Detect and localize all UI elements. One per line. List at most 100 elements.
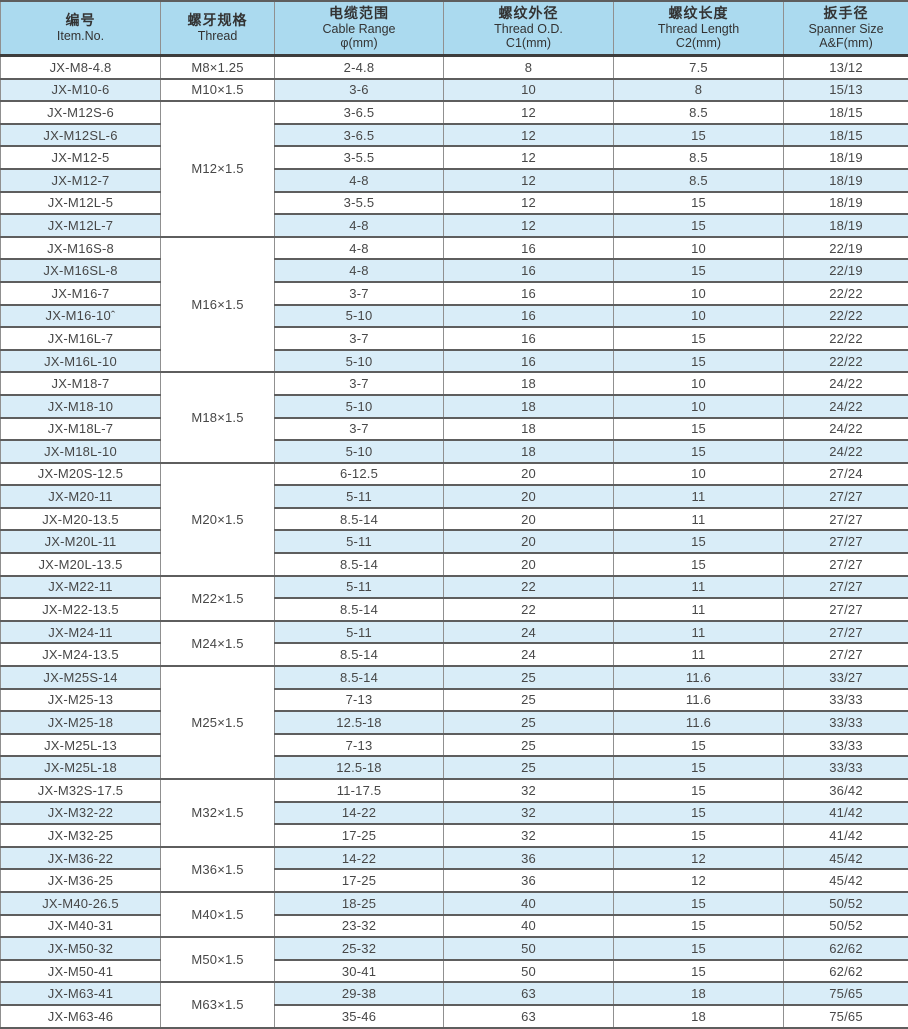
- table-row: JX-M25L-13 7-13 25 15 33/33: [0, 732, 908, 758]
- spanner-size-cell: 62/62: [783, 936, 908, 961]
- col-header-thread-length-sub: C2(mm): [675, 36, 722, 51]
- cable-range-cell: 12.5-18: [274, 710, 444, 735]
- thread-length-cell: 10: [613, 461, 784, 487]
- table-row: JX-M12-7 4-8 12 8.5 18/19: [0, 167, 908, 193]
- thread-length-cell: 15: [613, 439, 784, 464]
- table-row: JX-M25-13 7-13 25 11.6 33/33: [0, 687, 908, 713]
- item-no-cell: JX-M25-13: [0, 687, 161, 713]
- item-no-cell: JX-M25S-14: [0, 665, 161, 690]
- item-no-cell: JX-M32S-17.5: [0, 778, 161, 803]
- col-header-spanner-size-sub: A&F(mm): [819, 36, 873, 51]
- cable-range-cell: 5-11: [274, 529, 444, 555]
- item-no-cell: JX-M12L-5: [0, 190, 161, 216]
- thread-od-cell: 10: [443, 77, 614, 103]
- thread-length-cell: 15: [613, 122, 784, 148]
- col-header-cable-range-zh: 电缆范围: [329, 4, 389, 21]
- col-header-thread-od: 螺纹外径 Thread O.D. C1(mm): [443, 0, 614, 57]
- thread-length-cell: 11.6: [613, 687, 784, 713]
- item-no-cell: JX-M12-5: [0, 145, 161, 170]
- thread-length-cell: 11: [613, 642, 784, 668]
- thread-length-cell: 15: [613, 213, 784, 238]
- col-header-cable-range: 电缆范围 Cable Range φ(mm): [274, 0, 444, 57]
- cable-range-cell: 3-7: [274, 326, 444, 351]
- thread-length-cell: 8.5: [613, 167, 784, 193]
- thread-od-cell: 20: [443, 529, 614, 555]
- thread-od-cell: 32: [443, 778, 614, 803]
- thread-od-cell: 22: [443, 574, 614, 600]
- thread-od-cell: 18: [443, 416, 614, 442]
- item-no-cell: JX-M32-22: [0, 800, 161, 826]
- table-row: JX-M16S-8 M16×1.5 4-8 16 10 22/19: [0, 235, 908, 374]
- spanner-size-cell: 27/27: [783, 552, 908, 577]
- table-row: JX-M16-10ˆ 5-10 16 10 22/22: [0, 303, 908, 329]
- item-no-cell: JX-M24-13.5: [0, 642, 161, 668]
- item-no-cell: JX-M18-10: [0, 393, 161, 419]
- thread-od-cell: 16: [443, 303, 614, 329]
- spanner-size-cell: 33/27: [783, 665, 908, 690]
- item-no-cell: JX-M20-11: [0, 484, 161, 509]
- col-header-thread-length-zh: 螺纹长度: [668, 4, 729, 21]
- thread-length-cell: 10: [613, 393, 784, 419]
- item-no-cell: JX-M16L-10: [0, 348, 161, 374]
- table-row: JX-M16-7 3-7 16 10 22/22: [0, 280, 908, 306]
- table-row: JX-M32-25 17-25 32 15 41/42: [0, 823, 908, 848]
- item-no-cell: JX-M63-41: [0, 981, 161, 1006]
- item-no-cell: JX-M16S-8: [0, 235, 161, 261]
- spanner-size-cell: 62/62: [783, 958, 908, 984]
- thread-length-cell: 15: [613, 190, 784, 216]
- thread-od-cell: 36: [443, 868, 614, 893]
- table-row: JX-M25L-18 12.5-18 25 15 33/33: [0, 755, 908, 780]
- col-header-thread-length: 螺纹长度 Thread Length C2(mm): [613, 0, 784, 57]
- spanner-size-cell: 13/12: [783, 54, 908, 80]
- thread-length-cell: 11.6: [613, 710, 784, 735]
- col-header-thread-length-en: Thread Length: [657, 21, 740, 36]
- cable-range-cell: 5-11: [274, 619, 444, 645]
- cable-range-cell: 7-13: [274, 687, 444, 713]
- thread-length-cell: 15: [613, 529, 784, 555]
- thread-od-cell: 20: [443, 552, 614, 577]
- thread-od-cell: 25: [443, 710, 614, 735]
- table-row: JX-M16L-10 5-10 16 15 22/22: [0, 348, 908, 374]
- spanner-size-cell: 18/19: [783, 213, 908, 238]
- cable-range-cell: 8.5-14: [274, 597, 444, 622]
- item-no-cell: JX-M20L-13.5: [0, 552, 161, 577]
- spanner-size-cell: 36/42: [783, 778, 908, 803]
- cable-range-cell: 3-5.5: [274, 190, 444, 216]
- thread-length-cell: 8.5: [613, 145, 784, 170]
- col-header-thread-od-sub: C1(mm): [505, 36, 552, 51]
- item-no-cell: JX-M12-7: [0, 167, 161, 193]
- spanner-size-cell: 22/22: [783, 326, 908, 351]
- item-no-cell: JX-M25L-18: [0, 755, 161, 780]
- cable-range-cell: 5-10: [274, 348, 444, 374]
- spanner-size-cell: 22/22: [783, 280, 908, 306]
- cable-range-cell: 30-41: [274, 958, 444, 984]
- spanner-size-cell: 27/27: [783, 597, 908, 622]
- thread-od-cell: 50: [443, 936, 614, 961]
- table-row: JX-M24-11 M24×1.5 5-11 24 11 27/27: [0, 619, 908, 668]
- cable-range-cell: 4-8: [274, 167, 444, 193]
- thread-length-cell: 10: [613, 280, 784, 306]
- thread-length-cell: 12: [613, 845, 784, 871]
- item-no-cell: JX-M16L-7: [0, 326, 161, 351]
- item-no-cell: JX-M22-11: [0, 574, 161, 600]
- cable-range-cell: 14-22: [274, 845, 444, 871]
- thread-length-cell: 15: [613, 326, 784, 351]
- thread-od-cell: 12: [443, 167, 614, 193]
- thread-length-cell: 15: [613, 936, 784, 961]
- thread-length-cell: 18: [613, 981, 784, 1006]
- cable-range-cell: 3-6: [274, 77, 444, 103]
- cable-range-cell: 29-38: [274, 981, 444, 1006]
- thread-cell: M36×1.5: [160, 845, 275, 893]
- cable-range-cell: 5-10: [274, 303, 444, 329]
- table-row: JX-M18L-10 5-10 18 15 24/22: [0, 439, 908, 464]
- cable-range-cell: 5-11: [274, 484, 444, 509]
- thread-od-cell: 20: [443, 506, 614, 532]
- thread-length-cell: 15: [613, 732, 784, 758]
- spanner-size-cell: 24/22: [783, 393, 908, 419]
- item-no-cell: JX-M36-22: [0, 845, 161, 871]
- thread-od-cell: 12: [443, 100, 614, 125]
- cable-range-cell: 25-32: [274, 936, 444, 961]
- thread-length-cell: 7.5: [613, 54, 784, 80]
- cable-range-cell: 5-10: [274, 439, 444, 464]
- thread-length-cell: 15: [613, 913, 784, 939]
